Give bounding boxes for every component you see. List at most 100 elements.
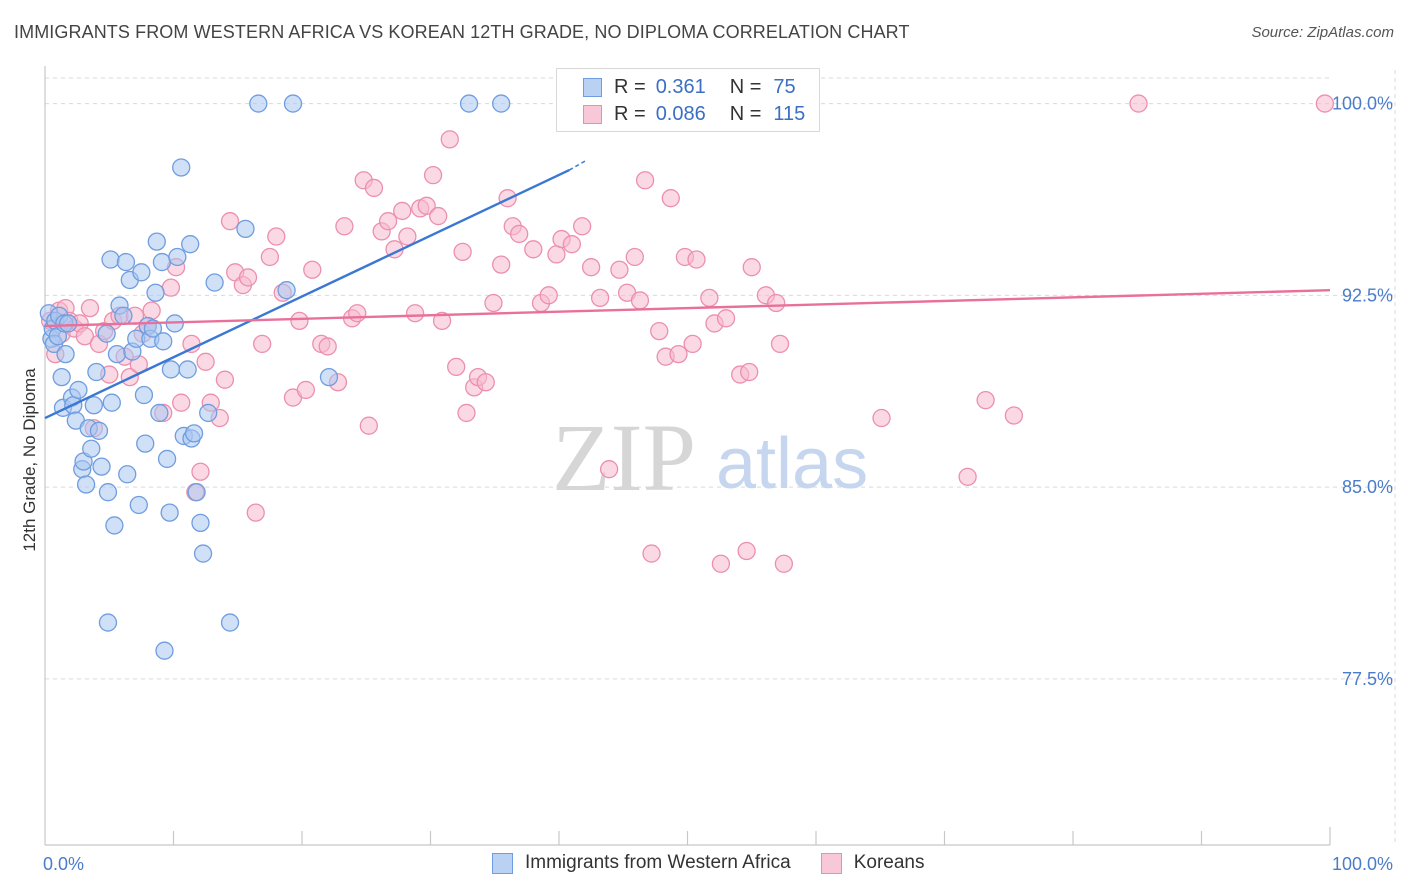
data-point: [625, 247, 644, 267]
data-point: [590, 288, 610, 308]
data-point: [283, 94, 303, 113]
series-legend-item-western-africa: Immigrants from Western Africa: [492, 852, 791, 874]
y-tick-label: 100.0%: [1332, 94, 1393, 114]
data-point: [429, 206, 448, 226]
data-point: [457, 403, 476, 423]
data-point: [134, 385, 154, 405]
watermark: ZIP atlas: [552, 404, 868, 511]
data-point: [52, 367, 71, 387]
data-point: [238, 268, 258, 287]
data-point: [150, 403, 169, 423]
series-swatch-pink: [820, 852, 842, 874]
data-point: [774, 554, 794, 573]
data-point: [510, 224, 529, 244]
data-point: [84, 396, 103, 415]
data-point: [146, 283, 165, 302]
data-point: [1315, 94, 1335, 113]
data-point: [191, 513, 210, 533]
data-point: [199, 403, 218, 423]
data-point: [118, 465, 137, 484]
series-label: Immigrants from Western Africa: [525, 852, 791, 873]
data-point: [398, 227, 417, 246]
series-label: Koreans: [853, 852, 925, 873]
data-point: [80, 298, 100, 318]
data-point: [187, 483, 206, 502]
data-point: [101, 250, 120, 269]
data-point: [319, 367, 339, 387]
legend-n-label: N =: [729, 75, 762, 98]
trend-line-western-africa: [44, 168, 570, 420]
legend-row-koreans: R = 0.086 N = 115: [583, 101, 805, 127]
data-point: [716, 309, 736, 328]
data-point: [97, 324, 116, 343]
data-point: [161, 278, 181, 297]
data-point: [484, 293, 503, 313]
data-point: [599, 460, 619, 479]
watermark-zip: ZIP: [552, 404, 696, 511]
data-point: [69, 380, 88, 400]
data-point: [453, 242, 472, 262]
legend-r-label: R =: [614, 75, 646, 98]
data-point: [432, 311, 452, 331]
data-point: [770, 334, 790, 354]
series-legend: Immigrants from Western Africa Koreans: [492, 852, 955, 874]
data-point: [492, 255, 511, 274]
data-point: [547, 245, 566, 264]
data-point: [98, 483, 118, 502]
data-point: [87, 362, 106, 382]
stats-legend: R = 0.361 N = 75 R = 0.086 N = 115: [556, 68, 820, 132]
data-point: [184, 424, 204, 443]
legend-r-value: 0.361: [655, 75, 706, 98]
data-point: [335, 217, 354, 236]
data-point: [76, 475, 96, 494]
data-point: [539, 286, 558, 305]
data-point: [318, 337, 337, 356]
data-point: [196, 352, 215, 371]
data-point: [178, 360, 197, 379]
data-point: [249, 94, 268, 113]
data-point: [303, 260, 322, 279]
data-point: [976, 390, 995, 410]
watermark-atlas: atlas: [716, 424, 868, 504]
data-point: [155, 641, 174, 660]
data-point: [277, 281, 296, 300]
data-point: [160, 503, 179, 522]
data-point: [246, 503, 265, 522]
data-point: [102, 393, 121, 412]
data-point: [193, 544, 213, 563]
data-point: [687, 250, 706, 269]
data-point: [393, 201, 412, 221]
data-point: [767, 293, 786, 313]
data-point: [92, 457, 111, 476]
x-tick-label: 0.0%: [43, 854, 84, 874]
data-point: [1129, 94, 1148, 113]
y-tick-label: 85.0%: [1342, 477, 1393, 497]
data-point: [75, 327, 94, 346]
series-legend-item-koreans: Koreans: [820, 852, 925, 874]
data-point: [172, 158, 191, 177]
data-point: [107, 344, 127, 364]
data-point: [129, 495, 148, 515]
data-point: [267, 227, 286, 246]
data-point: [650, 321, 669, 341]
y-tick-label: 92.5%: [1342, 285, 1393, 305]
data-point: [459, 94, 479, 113]
data-point: [958, 467, 977, 486]
data-point: [737, 541, 756, 561]
data-point: [364, 178, 384, 198]
data-point: [58, 314, 78, 333]
data-point: [215, 370, 235, 389]
data-point: [154, 332, 173, 351]
legend-swatch-blue: [583, 77, 602, 97]
data-point: [711, 554, 731, 573]
y-tick-label: 77.5%: [1342, 669, 1393, 689]
data-point: [290, 311, 309, 331]
data-point: [630, 291, 650, 310]
data-point: [440, 130, 459, 149]
data-point: [405, 304, 425, 323]
legend-n-value: 115: [773, 102, 806, 125]
data-point: [581, 258, 601, 277]
data-point: [661, 189, 680, 208]
data-point: [56, 344, 75, 364]
